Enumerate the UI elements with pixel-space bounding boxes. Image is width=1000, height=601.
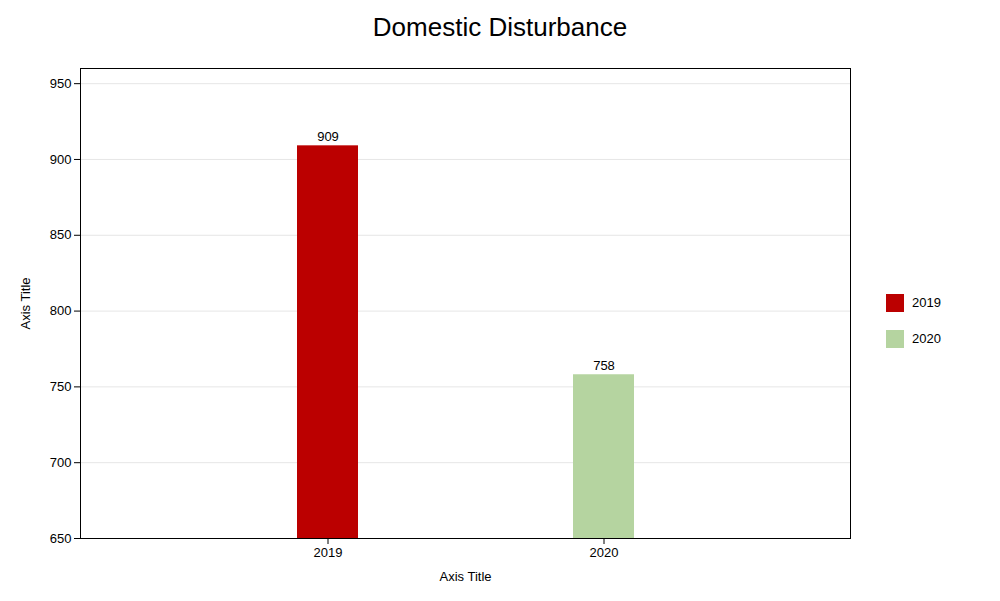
svg-text:900: 900 <box>50 152 72 167</box>
svg-text:2019: 2019 <box>314 545 343 560</box>
svg-text:750: 750 <box>50 379 72 394</box>
svg-text:2020: 2020 <box>590 545 619 560</box>
svg-text:700: 700 <box>50 455 72 470</box>
svg-text:909: 909 <box>317 129 339 144</box>
svg-text:850: 850 <box>50 227 72 242</box>
svg-text:Axis Title: Axis Title <box>439 569 491 584</box>
html-text:2020: 2020 <box>912 331 941 346</box>
svg-text:Axis Title: Axis Title <box>18 277 33 329</box>
html-text:2019: 2019 <box>912 295 941 310</box>
svg-text:758: 758 <box>593 358 615 373</box>
svg-text:800: 800 <box>50 303 72 318</box>
svg-text:650: 650 <box>50 531 72 546</box>
html-text:Domestic Disturbance: Domestic Disturbance <box>372 12 628 42</box>
svg-text:950: 950 <box>50 76 72 91</box>
